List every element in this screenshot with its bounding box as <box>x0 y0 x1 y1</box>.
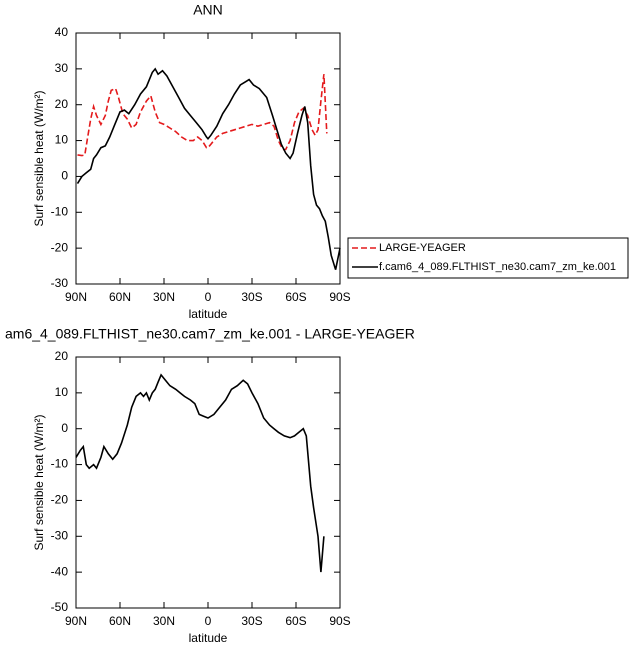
chart-title: ANN <box>193 2 223 18</box>
y-tick-label: -10 <box>51 204 69 218</box>
y-tick-label: -30 <box>51 276 69 290</box>
legend-label: f.cam6_4_089.FLTHIST_ne30.cam7_zm_ke.001 <box>379 261 616 273</box>
x-tick-label: 60N <box>109 614 131 628</box>
y-tick-label: 20 <box>55 349 69 363</box>
y-tick-label: -20 <box>51 240 69 254</box>
data-line <box>76 67 341 270</box>
y-tick-label: -50 <box>51 600 69 614</box>
y-tick-label: -20 <box>51 493 69 507</box>
x-tick-label: 0 <box>205 614 212 628</box>
x-axis-label: latitude <box>189 307 228 321</box>
plot-frame <box>75 356 341 609</box>
data-line <box>75 373 325 573</box>
y-tick-label: 30 <box>55 61 69 75</box>
y-tick-label: 20 <box>55 97 69 111</box>
x-tick-label: 30N <box>153 290 175 304</box>
legend-label: LARGE-YEAGER <box>379 242 466 254</box>
y-tick-label: -10 <box>51 457 69 471</box>
y-tick-label: -30 <box>51 528 69 542</box>
chart-title: am6_4_089.FLTHIST_ne30.cam7_zm_ke.001 - … <box>5 326 415 342</box>
legend-box <box>347 237 629 279</box>
y-tick-label: 0 <box>61 169 68 183</box>
x-tick-label: 30N <box>153 614 175 628</box>
plot-frame <box>75 32 341 285</box>
y-tick-label: 40 <box>55 25 69 39</box>
x-tick-label: 0 <box>205 290 212 304</box>
x-tick-label: 30S <box>241 614 262 628</box>
x-axis-label: latitude <box>189 631 228 645</box>
x-tick-label: 90S <box>329 290 350 304</box>
y-tick-label: 0 <box>61 421 68 435</box>
x-tick-label: 90S <box>329 614 350 628</box>
x-tick-label: 30S <box>241 290 262 304</box>
x-tick-label: 60S <box>285 614 306 628</box>
y-tick-label: -40 <box>51 564 69 578</box>
x-tick-label: 90N <box>65 614 87 628</box>
y-axis-label: Surf sensible heat (W/m²) <box>32 90 46 226</box>
y-axis-label: Surf sensible heat (W/m²) <box>32 414 46 550</box>
x-tick-label: 60S <box>285 290 306 304</box>
x-tick-label: 60N <box>109 290 131 304</box>
y-tick-label: 10 <box>55 385 69 399</box>
x-tick-label: 90N <box>65 290 87 304</box>
data-line <box>77 74 328 157</box>
y-tick-label: 10 <box>55 133 69 147</box>
